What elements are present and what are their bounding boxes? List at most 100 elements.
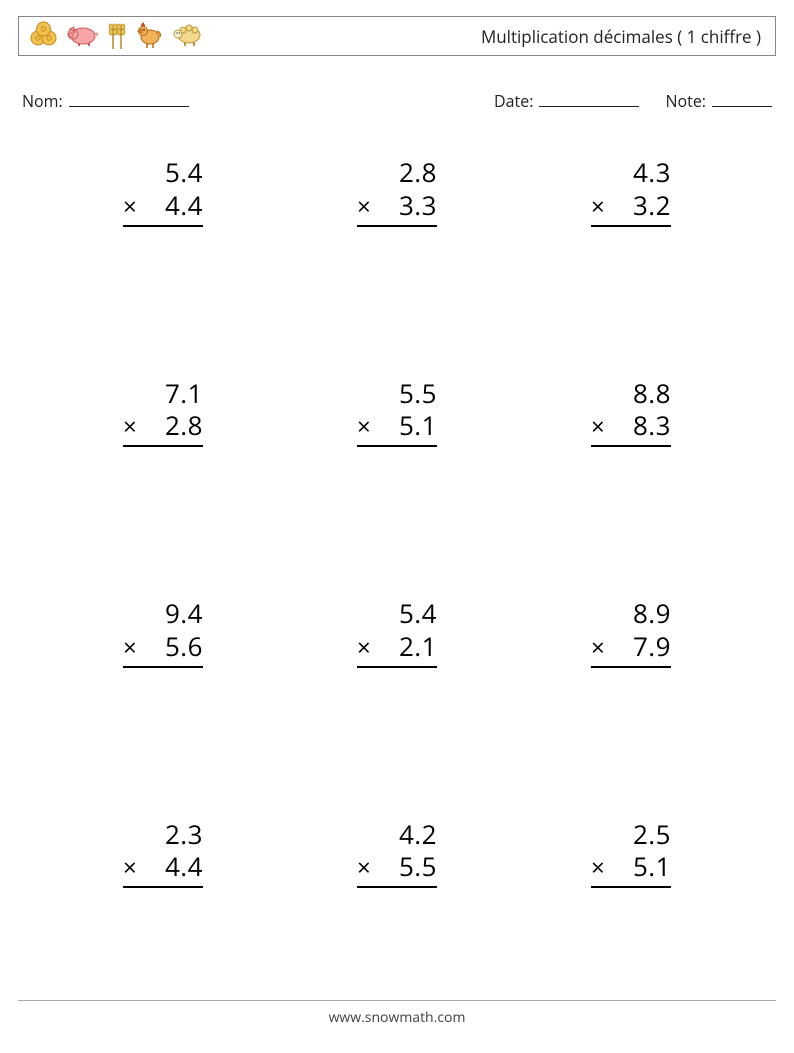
problem: 5.4×4.4 <box>46 156 280 227</box>
header-icons <box>29 19 203 54</box>
problem: 5.4×2.1 <box>280 597 514 668</box>
multiplicand: 2.5 <box>613 818 671 851</box>
multiplicand: 8.8 <box>613 377 671 410</box>
multiplier-row: ×3.2 <box>591 189 671 222</box>
note-label: Note: <box>665 90 706 112</box>
problem: 7.1×2.8 <box>46 377 280 448</box>
multiplicand: 8.9 <box>613 597 671 630</box>
problem-rule <box>591 445 671 447</box>
multiplier-row: ×8.3 <box>591 409 671 442</box>
problem-stack: 2.3×4.4 <box>123 818 203 889</box>
problem-stack: 4.2×5.5 <box>357 818 437 889</box>
sheep-icon <box>171 21 203 52</box>
note-blank[interactable] <box>712 91 772 107</box>
multiplicand: 5.4 <box>145 156 203 189</box>
problem-rule <box>357 445 437 447</box>
hay-bale-icon <box>29 21 59 52</box>
problem-rule <box>591 886 671 888</box>
multiplicand: 4.3 <box>613 156 671 189</box>
multiplier: 4.4 <box>145 189 203 222</box>
problem-stack: 7.1×2.8 <box>123 377 203 448</box>
multiplier: 5.5 <box>379 850 437 883</box>
problem-stack: 5.4×2.1 <box>357 597 437 668</box>
multiplicand-row: 2.3 <box>123 818 203 851</box>
date-note-group: Date: Note: <box>494 90 772 112</box>
name-label: Nom: <box>22 90 63 112</box>
multiplier-row: ×4.4 <box>123 189 203 222</box>
multiplier: 8.3 <box>613 409 671 442</box>
multiplier-row: ×5.1 <box>357 409 437 442</box>
problem: 8.9×7.9 <box>514 597 748 668</box>
multiplier: 5.1 <box>613 850 671 883</box>
pig-icon <box>65 21 99 52</box>
problem-rule <box>123 666 203 668</box>
multiplier: 3.2 <box>613 189 671 222</box>
problem-stack: 2.8×3.3 <box>357 156 437 227</box>
multiplicand: 4.2 <box>379 818 437 851</box>
multiplicand: 2.3 <box>145 818 203 851</box>
problems-grid: 5.4×4.42.8×3.34.3×3.27.1×2.85.5×5.18.8×8… <box>18 156 776 888</box>
date-blank[interactable] <box>539 91 639 107</box>
date-label: Date: <box>494 90 533 112</box>
multiply-sign: × <box>591 853 613 883</box>
multiply-sign: × <box>357 192 379 222</box>
multiplicand: 9.4 <box>145 597 203 630</box>
footer-divider <box>18 1000 776 1001</box>
multiplier-row: ×5.5 <box>357 850 437 883</box>
worksheet-title: Multiplication décimales ( 1 chiffre ) <box>481 25 761 48</box>
multiplier: 7.9 <box>613 630 671 663</box>
multiplicand-row: 5.5 <box>357 377 437 410</box>
problem-stack: 8.9×7.9 <box>591 597 671 668</box>
info-row: Nom: Date: Note: <box>18 90 776 112</box>
problem-stack: 4.3×3.2 <box>591 156 671 227</box>
multiplicand-row: 7.1 <box>123 377 203 410</box>
multiply-sign: × <box>591 633 613 663</box>
multiply-sign: × <box>123 412 145 442</box>
multiplicand: 7.1 <box>145 377 203 410</box>
multiplier: 3.3 <box>379 189 437 222</box>
problem: 9.4×5.6 <box>46 597 280 668</box>
multiplier-row: ×3.3 <box>357 189 437 222</box>
multiply-sign: × <box>123 192 145 222</box>
problem-rule <box>123 445 203 447</box>
multiplicand-row: 8.9 <box>591 597 671 630</box>
multiplier-row: ×5.6 <box>123 630 203 663</box>
chicken-icon <box>135 19 165 54</box>
worksheet-page: Multiplication décimales ( 1 chiffre ) N… <box>0 0 794 1053</box>
problem-rule <box>591 666 671 668</box>
multiply-sign: × <box>357 853 379 883</box>
multiply-sign: × <box>591 412 613 442</box>
problem-stack: 9.4×5.6 <box>123 597 203 668</box>
problem-rule <box>357 225 437 227</box>
multiplier-row: ×2.1 <box>357 630 437 663</box>
multiplicand-row: 4.3 <box>591 156 671 189</box>
problem-stack: 5.4×4.4 <box>123 156 203 227</box>
problem: 2.8×3.3 <box>280 156 514 227</box>
multiplicand-row: 5.4 <box>357 597 437 630</box>
footer-text: www.snowmath.com <box>0 1008 794 1027</box>
multiplier: 2.8 <box>145 409 203 442</box>
problem-rule <box>357 666 437 668</box>
problem-stack: 8.8×8.3 <box>591 377 671 448</box>
problem: 5.5×5.1 <box>280 377 514 448</box>
multiplicand-row: 4.2 <box>357 818 437 851</box>
multiplicand-row: 8.8 <box>591 377 671 410</box>
multiplicand-row: 9.4 <box>123 597 203 630</box>
multiplier: 4.4 <box>145 850 203 883</box>
name-blank[interactable] <box>69 91 189 107</box>
multiplier-row: ×2.8 <box>123 409 203 442</box>
multiplicand-row: 5.4 <box>123 156 203 189</box>
multiplicand: 5.4 <box>379 597 437 630</box>
multiply-sign: × <box>357 412 379 442</box>
problem: 8.8×8.3 <box>514 377 748 448</box>
problem-stack: 2.5×5.1 <box>591 818 671 889</box>
multiplier-row: ×7.9 <box>591 630 671 663</box>
multiplicand-row: 2.8 <box>357 156 437 189</box>
multiply-sign: × <box>357 633 379 663</box>
multiply-sign: × <box>123 853 145 883</box>
multiply-sign: × <box>591 192 613 222</box>
multiplier-row: ×5.1 <box>591 850 671 883</box>
problem: 2.3×4.4 <box>46 818 280 889</box>
problem-rule <box>357 886 437 888</box>
multiplicand: 2.8 <box>379 156 437 189</box>
